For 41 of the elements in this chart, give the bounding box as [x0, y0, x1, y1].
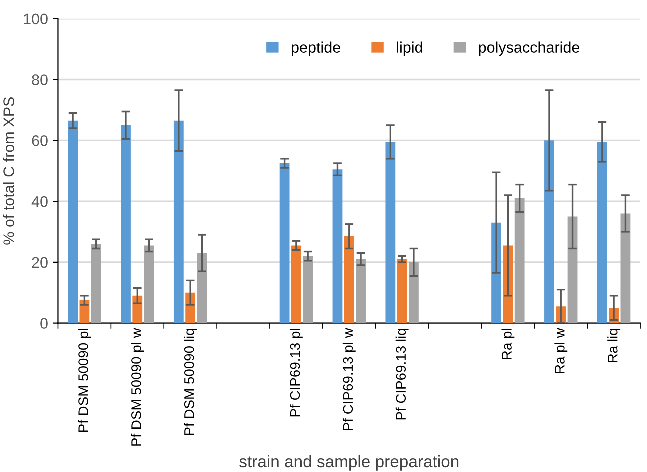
- bar: [544, 140, 554, 324]
- bar: [332, 170, 343, 324]
- bar: [386, 142, 396, 324]
- bar: [356, 259, 366, 324]
- x-tick-label: Pf CIP69.13 pl: [290, 329, 303, 417]
- x-tick-label: Pf CIP69.13 liq: [396, 329, 409, 420]
- bar: [514, 198, 525, 324]
- bar: [121, 125, 131, 324]
- bar: [597, 142, 608, 324]
- bar: [492, 222, 502, 324]
- bar: [397, 259, 408, 324]
- bar: [620, 214, 631, 324]
- y-tick-label: 20: [32, 257, 48, 268]
- bar: [568, 216, 578, 324]
- y-tick-label: 40: [32, 196, 48, 208]
- x-axis-title: strain and sample preparation: [240, 455, 459, 471]
- x-tick-label: Pf DSM 50090 pl w: [131, 328, 144, 446]
- x-tick-label: Pf DSM 50090 liq: [184, 329, 198, 436]
- x-tick-label: Ra pl w: [554, 328, 568, 374]
- legend-label: polysaccharide: [479, 42, 580, 56]
- x-tick-label: Pf CIP69.13 pl w: [342, 328, 356, 430]
- bar: [291, 246, 302, 324]
- y-tick-label: 0: [40, 318, 48, 330]
- y-tick-label: 100: [24, 14, 48, 25]
- y-axis-title: % of total C from XPS: [3, 98, 14, 245]
- bar: [144, 246, 154, 324]
- legend-label: peptide: [292, 42, 340, 56]
- x-tick-label: Ra pl: [502, 329, 515, 360]
- y-tick-label: 60: [32, 136, 48, 146]
- legend-label: lipid: [397, 42, 422, 56]
- bar: [174, 120, 184, 324]
- bar: [303, 256, 314, 324]
- bar: [197, 253, 208, 324]
- x-tick-label: Pf DSM 50090 pl: [78, 329, 92, 432]
- bar: [344, 236, 354, 324]
- bar: [68, 120, 78, 324]
- bar: [409, 262, 419, 324]
- y-tick-label: 80: [32, 74, 48, 86]
- x-tick-label: Ra liq: [608, 329, 621, 363]
- bar: [280, 163, 290, 324]
- bar: [91, 244, 102, 324]
